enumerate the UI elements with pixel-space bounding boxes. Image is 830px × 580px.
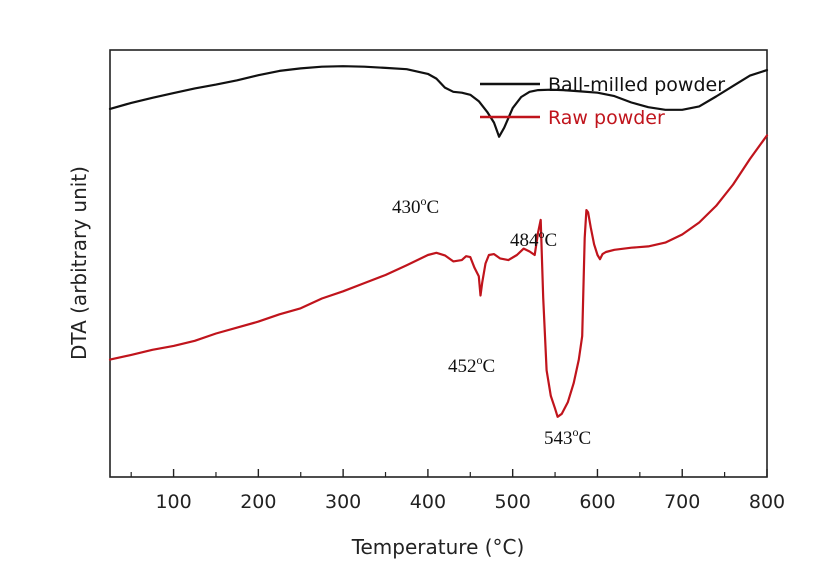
legend-label-0: Ball-milled powder	[548, 74, 725, 96]
legend-label-1: Raw powder	[548, 107, 665, 129]
x-tick-label-800: 800	[749, 491, 785, 513]
x-axis-ticks: 100 200 300 400 500 600 700 800	[130, 469, 785, 513]
x-tick-label-300: 300	[325, 491, 361, 513]
x-tick-label-600: 600	[579, 491, 615, 513]
series-line-0	[108, 65, 769, 138]
peak-label-484: 484oC	[510, 227, 557, 251]
x-axis-label: Temperature (°C)	[351, 535, 525, 559]
legend: Ball-milled powder Raw powder	[480, 74, 725, 129]
plot-frame	[109, 49, 768, 478]
x-tick-label-400: 400	[410, 491, 446, 513]
peak-label-430: 430oC	[392, 194, 439, 218]
peak-annotations: 430oC 484oC 452oC 543oC	[392, 194, 591, 449]
x-tick-label-700: 700	[664, 491, 700, 513]
x-tick-label-100: 100	[155, 491, 191, 513]
peak-label-543: 543oC	[544, 425, 591, 449]
y-axis-label: DTA (arbitrary unit)	[67, 166, 91, 360]
x-tick-label-500: 500	[495, 491, 531, 513]
peak-label-452: 452oC	[448, 353, 495, 377]
x-tick-label-200: 200	[240, 491, 276, 513]
series-lines	[108, 65, 769, 418]
series-line-1	[108, 134, 769, 418]
